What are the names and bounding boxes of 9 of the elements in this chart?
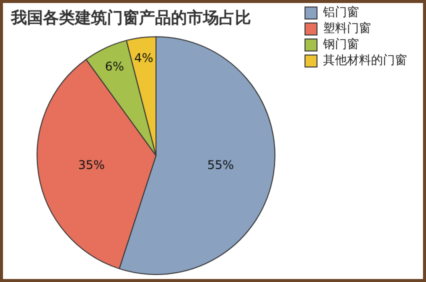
legend-label: 其他材料的门窗	[323, 53, 407, 68]
data-label: 4%	[134, 50, 154, 65]
legend-label: 铝门窗	[322, 5, 359, 20]
data-label: 55%	[207, 158, 234, 172]
legend-label: 塑料门窗	[323, 21, 371, 36]
data-label: 35%	[78, 158, 105, 172]
chart-title: 我国各类建筑门窗产品的市场占比	[10, 8, 251, 27]
data-label: 6%	[104, 60, 124, 74]
legend-label: 钢门窗	[322, 37, 359, 52]
